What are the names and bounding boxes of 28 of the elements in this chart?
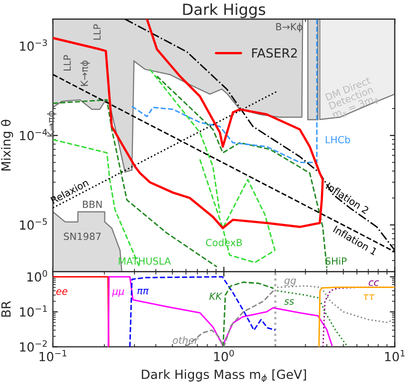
y-tick-label: 10$^{−4}$ [20, 128, 48, 140]
annotation: LLP [93, 24, 101, 40]
series-label: ττ [364, 294, 375, 300]
series-label: ss [284, 299, 294, 305]
chart-title: Dark Higgs [183, 3, 266, 18]
annotation: K→πϕ [80, 60, 90, 86]
y-axis-title: BR [1, 301, 11, 317]
annotation: SN1987 [64, 232, 101, 240]
series-label: gg [284, 278, 296, 286]
annotation: CodexB [206, 238, 242, 246]
series-label: cc [368, 280, 379, 286]
series-label: ee [56, 289, 68, 295]
series-label: ππ [137, 288, 149, 294]
y-tick-label: 10$^{−5}$ [20, 218, 47, 230]
legend-label: FASER2 [252, 48, 297, 58]
x-tick-label: 10$^{1}$ [385, 350, 405, 362]
y-tick-label: 10$^{−1}$ [20, 305, 47, 317]
series-label: KK [209, 292, 223, 300]
y-tick-label: 10$^{−2}$ [20, 340, 47, 352]
x-tick-label: 10$^{−1}$ [40, 350, 66, 362]
x-tick-label: 10$^{0}$ [214, 350, 234, 362]
y-tick-label: 10$^{0}$ [27, 270, 48, 282]
y-tick-label: 10$^{−3}$ [20, 39, 47, 51]
y-axis-title: Mixing θ [0, 120, 14, 170]
annotation: K→πϕ [46, 111, 56, 137]
annotation: LLP [64, 55, 71, 70]
annotation: LHCb [326, 136, 350, 144]
series-label: μμ [112, 289, 124, 297]
